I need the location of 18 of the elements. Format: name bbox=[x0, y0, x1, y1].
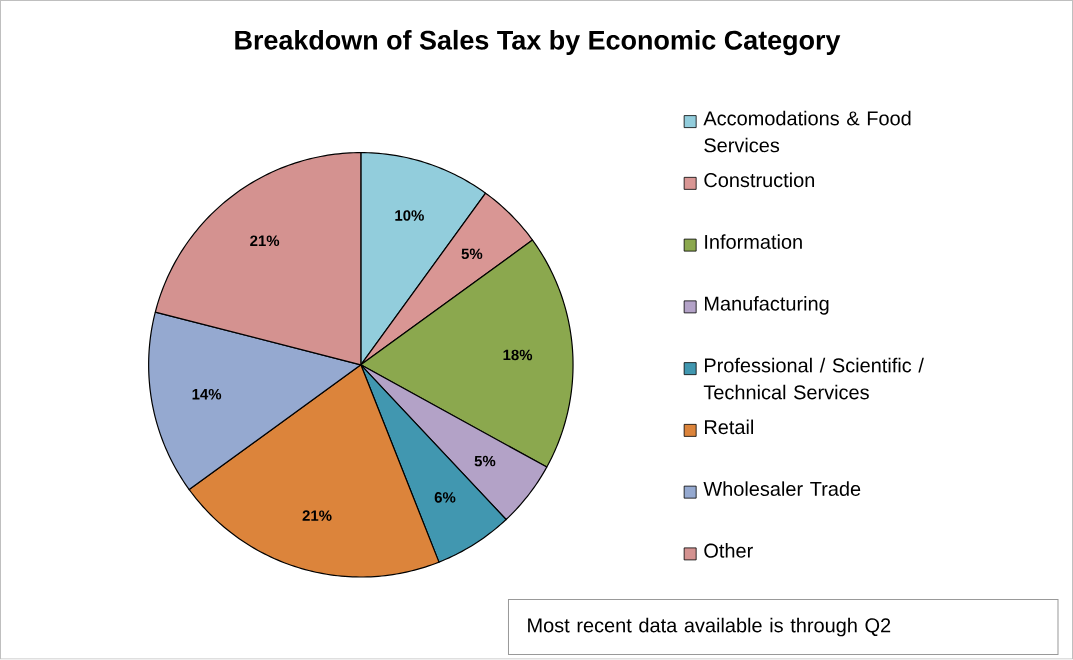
legend-label: Accomodations & Food Services bbox=[703, 110, 911, 153]
legend-label: Retail bbox=[705, 419, 754, 435]
data-label: 6% bbox=[434, 492, 456, 503]
data-label: 21% bbox=[250, 235, 280, 247]
legend-label: Manufacturing bbox=[705, 296, 829, 315]
data-label: 21% bbox=[302, 510, 332, 522]
legend-label: Other bbox=[704, 543, 753, 558]
data-label: 18% bbox=[503, 349, 533, 361]
chart-title: Breakdown of Sales Tax by Economic Category bbox=[235, 30, 841, 56]
legend-label: Professional / Scientific / Technical Services bbox=[703, 358, 924, 400]
data-label: 5% bbox=[474, 456, 496, 467]
data-label: 14% bbox=[192, 389, 222, 400]
data-label: 5% bbox=[461, 248, 483, 260]
data-label: 10% bbox=[395, 210, 424, 221]
legend-label: Information bbox=[705, 234, 802, 250]
text: Most recent data available is through Q2 bbox=[528, 617, 891, 637]
legend-label: Construction bbox=[704, 172, 815, 188]
legend-label: Wholesaler Trade bbox=[703, 481, 861, 497]
